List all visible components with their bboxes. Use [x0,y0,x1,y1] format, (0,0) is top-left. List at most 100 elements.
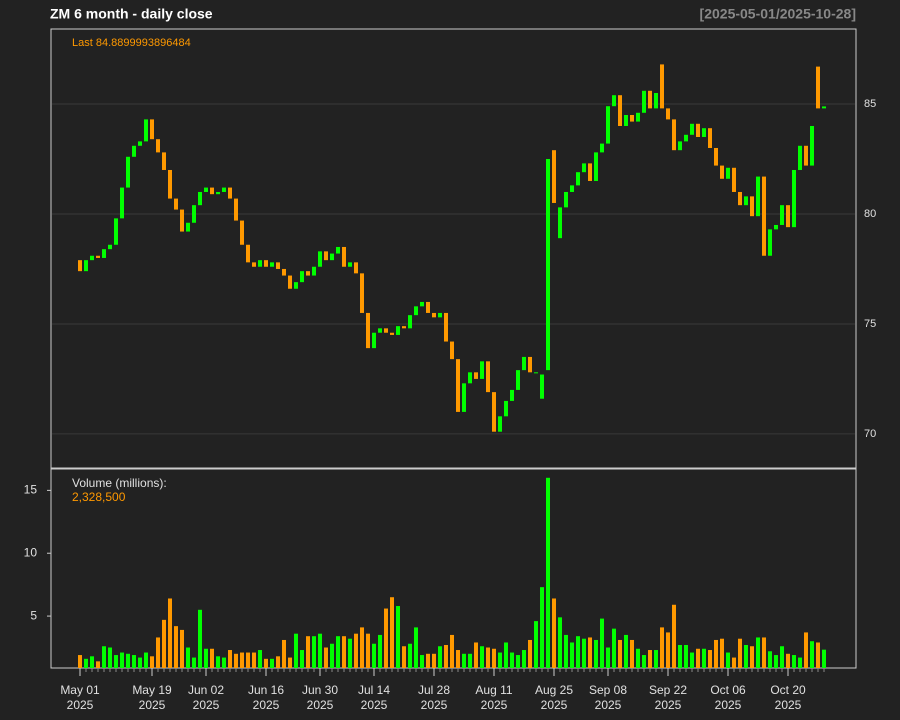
volume-bar [294,633,298,668]
last-value: 84.8899993896484 [96,37,191,49]
candle-body [480,361,484,379]
candle-body [228,187,232,199]
candle-body [426,301,430,313]
candle-body [162,152,166,170]
volume-bar [786,653,790,668]
volume-bar [672,604,676,668]
volume-bar [354,633,358,668]
volume-bar [198,609,202,668]
candle-body [294,282,298,289]
volume-bar [414,627,418,668]
volume-bar [348,638,352,668]
candle-body [414,306,418,316]
volume-bar [558,617,562,668]
candle-body [408,315,412,329]
candle-body [198,191,202,206]
volume-bar [300,650,304,668]
volume-bar [684,644,688,668]
y-tick-label: 80 [864,208,876,220]
candle-body [114,218,118,245]
candle-body [534,372,538,374]
candle-body [702,128,706,137]
volume-bar [282,639,286,668]
candle-body [552,150,556,203]
candle-body [666,108,670,120]
volume-bar [726,652,730,668]
volume-bar [696,648,700,668]
volume-bar [498,652,502,668]
volume-bar [630,639,634,668]
candle-body [726,167,730,179]
y-tick-label: 15 [24,483,38,497]
volume-bar [192,657,196,668]
candle-body [810,125,814,166]
candle-body [132,145,136,157]
candle-body [336,246,340,254]
candle-body [636,112,640,122]
candle-body [330,253,334,261]
volume-bar [240,652,244,668]
volume-bar [108,647,112,668]
candle-body [678,141,682,151]
volume-bar [492,648,496,668]
volume-bar [468,653,472,668]
volume-bar [180,629,184,668]
y-tick-label: 5 [30,608,37,622]
volume-bar [420,655,424,668]
volume-bar [138,657,142,668]
candle-body [420,301,424,307]
x-tick-label: Jun 30 [302,683,338,697]
candle-body [486,361,490,393]
x-tick-year: 2025 [253,698,280,712]
volume-bar [816,642,820,668]
volume-bar [780,646,784,668]
candle-body [684,134,688,142]
volume-bar [90,656,94,668]
volume-bar [174,626,178,668]
volume-bar [438,646,442,668]
volume-bar [360,627,364,668]
candle-body [120,187,124,219]
candle-body [444,312,448,342]
volume-bar [582,638,586,668]
volume-bar [534,621,538,668]
candle-body [240,220,244,245]
candle-body [312,266,316,276]
volume-bar [594,639,598,668]
candle-body [138,141,142,146]
volume-bar [708,650,712,668]
volume-bar [402,646,406,668]
candle-body [366,312,370,349]
volume-bar [450,634,454,668]
volume-bar [540,587,544,668]
volume-bar [744,644,748,668]
candle-body [732,167,736,192]
volume-bar [660,627,664,668]
candle-body [774,224,778,230]
volume-bar [576,636,580,668]
candle-body [354,262,358,274]
volume-bar [600,618,604,668]
volume-bar [792,655,796,668]
x-tick-year: 2025 [67,698,94,712]
volume-bar [690,652,694,668]
volume-bar [384,608,388,668]
volume-bar [426,653,430,668]
candle-body [630,114,634,122]
candle-body [498,416,502,432]
candle-body [186,222,190,232]
volume-bar [246,652,250,668]
candle-body [84,260,88,272]
volume-bar [96,661,100,668]
candle-body [672,119,676,151]
candle-body [492,392,496,432]
volume-bar [768,651,772,668]
candle-body [300,271,304,283]
volume-bar [738,638,742,668]
volume-bar [444,644,448,668]
y-tick-label: 10 [24,545,38,559]
x-tick-label: May 01 [60,683,100,697]
volume-bar [720,638,724,668]
candle-body [390,332,394,335]
volume-bar [516,655,520,668]
